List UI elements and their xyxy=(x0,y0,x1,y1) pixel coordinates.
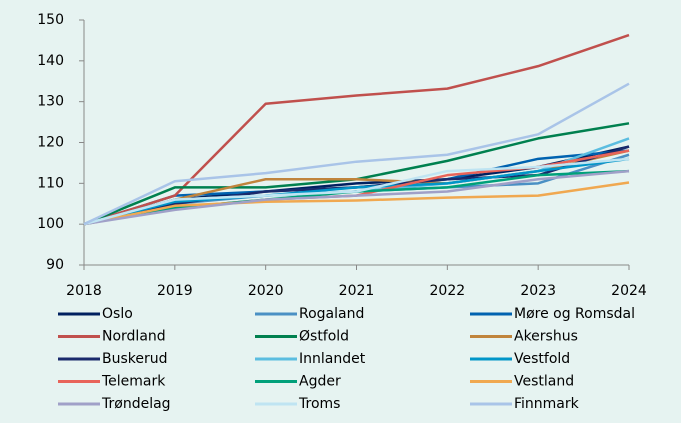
legend-label: Møre og Romsdal xyxy=(514,306,635,322)
legend-label: Telemark xyxy=(101,374,166,390)
x-tick-label: 2023 xyxy=(520,283,556,299)
legend-label: Buskerud xyxy=(102,351,168,367)
legend-label: Innlandet xyxy=(299,351,366,367)
legend-label: Oslo xyxy=(102,306,133,322)
y-tick-label: 150 xyxy=(37,12,64,28)
series-line xyxy=(83,169,630,226)
x-tick-label: 2024 xyxy=(611,283,647,299)
y-tick-label: 130 xyxy=(37,94,64,110)
legend-label: Finnmark xyxy=(514,396,580,412)
series-line xyxy=(83,157,630,226)
x-tick-label: 2018 xyxy=(66,283,102,299)
x-tick-label: 2021 xyxy=(339,283,375,299)
legend-label: Vestfold xyxy=(514,351,570,367)
legend-label: Agder xyxy=(299,374,341,390)
legend-label: Trøndelag xyxy=(101,396,171,412)
x-tick-label: 2020 xyxy=(248,283,284,299)
legend-label: Rogaland xyxy=(299,306,364,322)
y-tick-label: 100 xyxy=(37,216,64,232)
legend-label: Nordland xyxy=(102,329,166,345)
legend-label: Akershus xyxy=(514,329,578,345)
x-tick-label: 2019 xyxy=(157,283,193,299)
y-tick-label: 110 xyxy=(37,175,64,191)
legend-label: Troms xyxy=(298,396,340,412)
y-tick-label: 120 xyxy=(37,135,64,151)
y-tick-label: 140 xyxy=(37,53,64,69)
legend-label: Vestland xyxy=(514,374,574,390)
legend-label: Østfold xyxy=(299,329,349,345)
series-line xyxy=(83,82,630,226)
series-line xyxy=(83,157,630,226)
series-line xyxy=(83,181,630,226)
series-line xyxy=(83,33,630,226)
y-tick-label: 90 xyxy=(46,257,64,273)
x-tick-label: 2022 xyxy=(430,283,466,299)
